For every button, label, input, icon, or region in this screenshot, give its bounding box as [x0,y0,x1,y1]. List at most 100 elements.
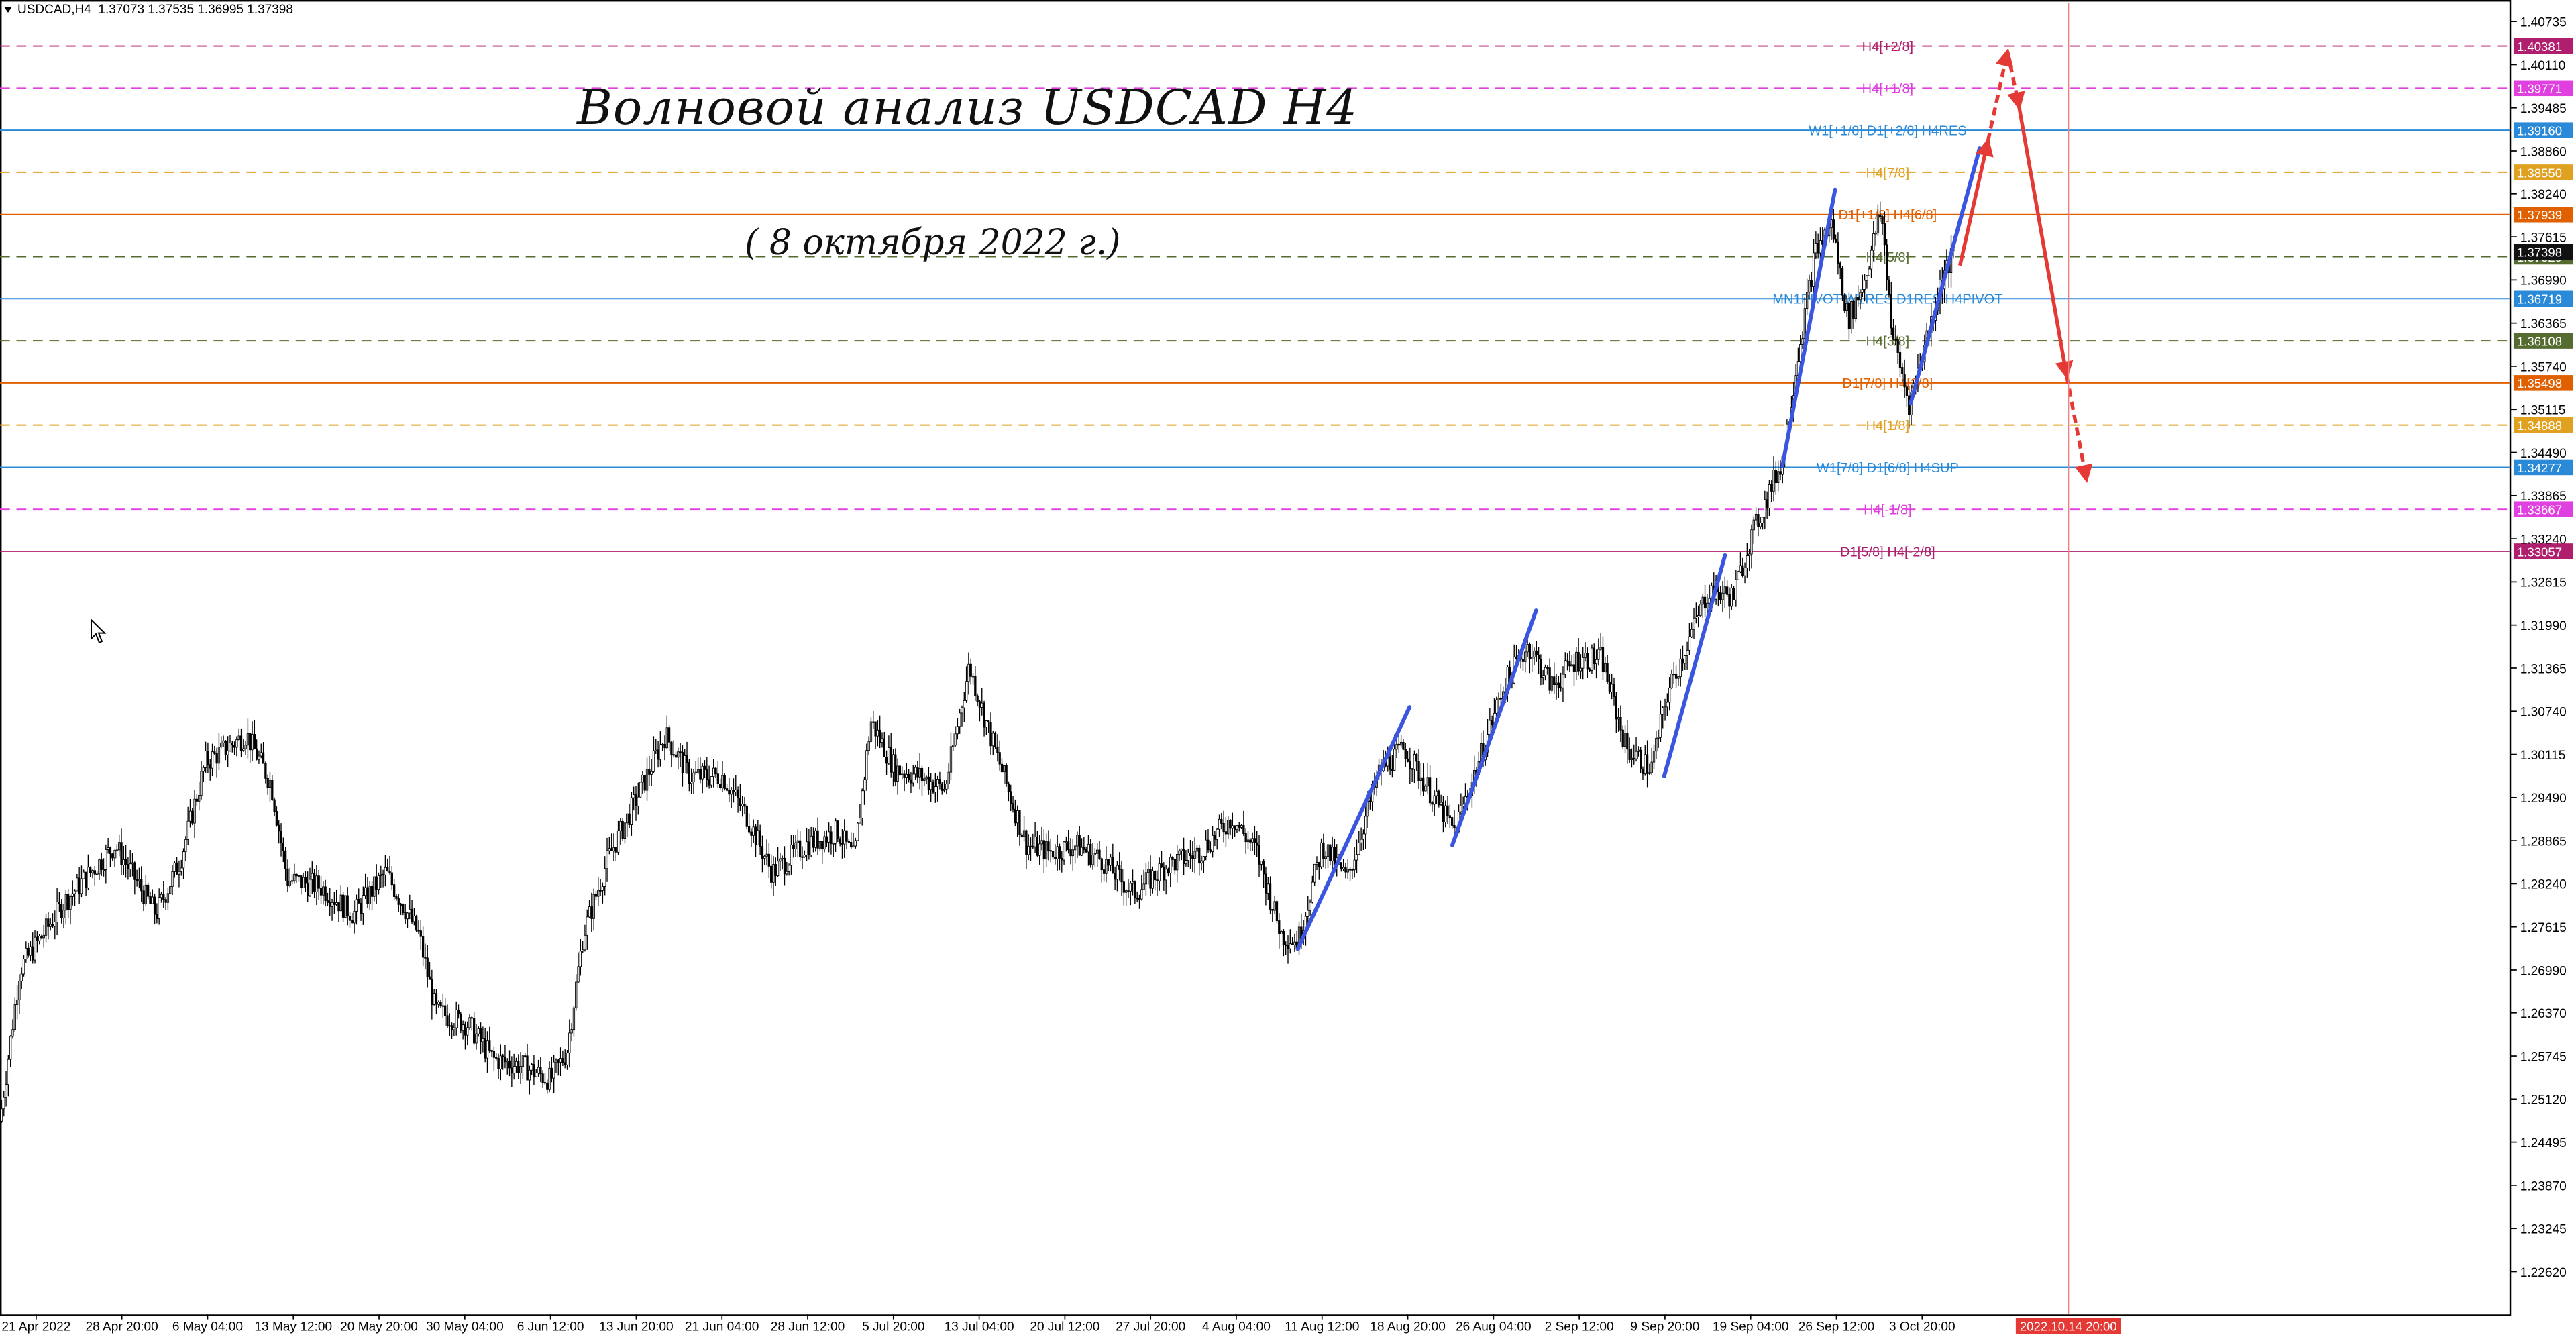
candle-body [280,831,282,843]
candle-body [757,830,759,845]
candle-body [1118,865,1121,870]
candle-body [1054,857,1057,859]
forecast-arrow[interactable] [2065,375,2093,483]
candle-body [1706,602,1709,609]
candle-body [242,748,245,751]
candle-body [300,875,303,888]
candle-body [87,867,90,888]
candle-body [588,906,591,918]
candle-body [1495,699,1498,714]
candle-body [528,1069,531,1081]
y-tick-label: 1.28240 [2520,878,2567,892]
candle-body [392,884,396,897]
candle-body [231,743,233,746]
candle-body [945,783,948,790]
candle-body [1537,654,1540,659]
candle-body [1187,853,1189,861]
candle-body [1016,810,1019,824]
candle-body [814,830,817,848]
candle-body [1564,660,1566,675]
candle-body [25,947,28,960]
candle-body [728,790,731,795]
candle-body [38,936,41,941]
candle-body [803,855,806,857]
candle-body [333,902,336,905]
candle-body [781,857,784,860]
candle-body [348,916,352,921]
candle-body [1874,233,1877,235]
candle-body [100,859,103,870]
candle-body [1650,761,1653,773]
candle-body [1253,838,1256,843]
candle-body [1690,629,1693,637]
wave-line[interactable] [1909,146,1982,406]
forecast-arrow[interactable] [1986,48,2014,142]
candle-body [1521,659,1525,662]
candle-body [854,840,857,847]
candle-body [1890,294,1892,329]
forecast-arrow[interactable] [1958,138,1994,266]
candle-body [985,720,988,728]
candle-body [1628,749,1631,760]
candle-body [1608,681,1611,693]
candle-body [295,873,298,877]
candle-body [1681,658,1684,664]
candle-body [976,695,979,702]
candle-body [918,767,921,778]
candle-body [703,765,706,770]
candle-body [324,886,327,902]
candle-body [852,845,855,848]
candle-body [304,877,307,884]
candle-body [592,894,595,919]
candle-body [160,894,163,898]
candle-body [1779,471,1782,475]
candle-body [648,769,651,775]
wave-line[interactable] [1780,187,1837,468]
candle-body [85,871,87,888]
candle-body [162,894,165,900]
candle-body [1595,659,1598,665]
candle-body [1555,682,1558,685]
candle-body [1003,765,1006,773]
candle-body [1353,859,1356,870]
candle-body [1572,664,1576,672]
forecast-arrow[interactable] [2006,51,2025,111]
level-price-tag [2513,543,2573,559]
candle-body [111,853,114,859]
candle-body [1739,565,1742,572]
candle-body [486,1040,489,1059]
candle-body [1870,250,1873,270]
candle-body [484,1038,486,1059]
candle-body [721,775,724,788]
candle-body [1442,802,1445,822]
candle-body [58,902,61,904]
candle-body [956,726,959,735]
candle-body [239,735,243,751]
wave-line[interactable] [1450,608,1538,847]
wave-line[interactable] [1295,705,1412,951]
y-tick-label: 1.36365 [2520,317,2567,331]
candle-body [1444,805,1447,822]
dropdown-triangle-icon[interactable] [4,7,12,13]
candle-body [36,936,39,941]
candle-body [1903,374,1906,388]
candle-body [18,980,21,1000]
candle-body [667,727,671,743]
wave-line[interactable] [1662,553,1727,778]
level-price-tag-text: 1.34888 [2517,419,2562,433]
candle-body [326,900,329,903]
candle-body [1291,943,1294,945]
candle-body [1761,517,1764,523]
candle-body [1883,223,1886,246]
y-tick-label: 1.38860 [2520,145,2567,159]
forecast-arrow[interactable] [2017,106,2074,380]
candle-body [102,869,105,871]
candle-body [1265,873,1267,894]
level-label: D1[+1/8] H4[6/8] [1838,208,1937,223]
candle-body [384,867,387,875]
candle-body [1642,768,1644,775]
candle-body [521,1055,525,1067]
candle-body [468,1017,471,1028]
candle-body [1189,853,1192,857]
